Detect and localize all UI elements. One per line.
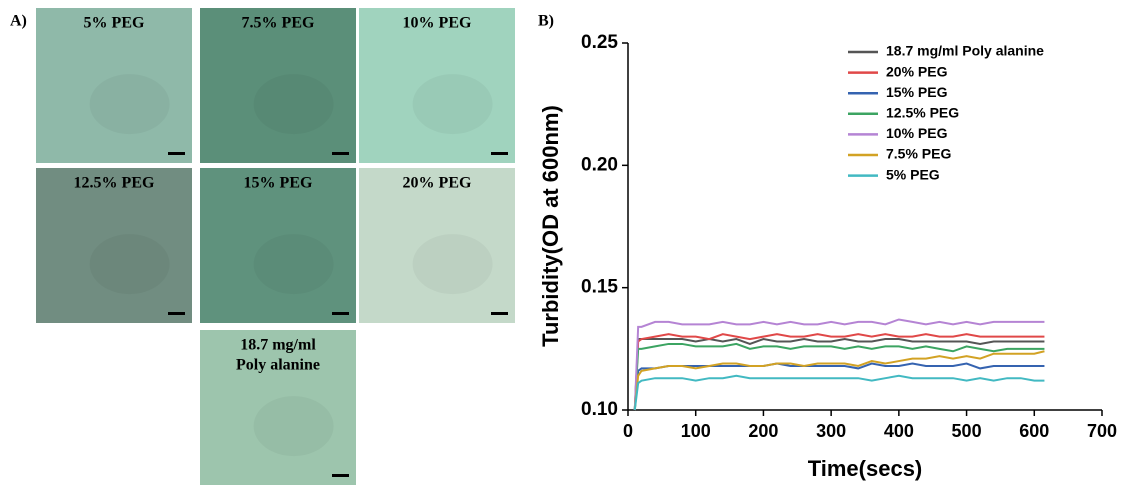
panel-label: B) <box>538 13 554 30</box>
y-tick-label: 0.20 <box>581 154 618 175</box>
legend-label: 10% PEG <box>886 125 948 141</box>
x-tick-label: 0 <box>623 421 633 441</box>
scale-bar <box>332 474 349 477</box>
micrograph <box>359 8 515 163</box>
y-tick-label: 0.25 <box>581 32 618 53</box>
micrograph-label: 15% PEG <box>244 175 313 192</box>
series-line <box>633 318 1045 411</box>
micrograph <box>36 168 192 323</box>
x-tick-label: 700 <box>1087 421 1117 441</box>
legend-label: 12.5% PEG <box>886 105 959 121</box>
micrograph <box>359 168 515 323</box>
series-line <box>633 338 1045 411</box>
legend-label: 5% PEG <box>886 166 940 182</box>
scale-bar <box>332 152 349 155</box>
scale-bar <box>491 312 508 315</box>
legend-label: 18.7 mg/ml Poly alanine <box>886 43 1044 59</box>
series-line <box>633 374 1045 411</box>
x-tick-label: 300 <box>816 421 846 441</box>
micrograph-shade <box>253 396 334 457</box>
x-tick-label: 500 <box>952 421 982 441</box>
legend-label: 7.5% PEG <box>886 146 951 162</box>
micrograph-shade <box>89 234 170 295</box>
micrograph-label: Poly alanine <box>236 357 320 374</box>
micrograph-label: 18.7 mg/ml <box>240 337 316 354</box>
y-tick-label: 0.10 <box>581 399 618 420</box>
micrograph-shade <box>89 74 170 135</box>
micrograph-label: 12.5% PEG <box>74 175 155 192</box>
micrograph-shade <box>253 234 334 295</box>
series-line <box>633 362 1045 411</box>
micrograph-shade <box>253 74 334 135</box>
x-tick-label: 100 <box>681 421 711 441</box>
x-axis-label: Time(secs) <box>808 456 923 481</box>
y-tick-label: 0.15 <box>581 277 618 298</box>
y-axis-label: Turbidity(OD at 600nm) <box>538 105 563 347</box>
micrograph-shade <box>412 74 493 135</box>
scale-bar <box>491 152 508 155</box>
legend-label: 20% PEG <box>886 63 948 79</box>
series-line <box>633 350 1045 411</box>
panel-label: A) <box>10 13 27 30</box>
micrograph <box>200 168 356 323</box>
micrograph-shade <box>412 234 493 295</box>
x-tick-label: 600 <box>1019 421 1049 441</box>
series-line <box>633 333 1045 411</box>
scale-bar <box>332 312 349 315</box>
x-tick-label: 200 <box>748 421 778 441</box>
micrograph-label: 10% PEG <box>403 15 472 32</box>
micrograph-label: 7.5% PEG <box>242 15 315 32</box>
micrograph <box>200 330 356 485</box>
x-tick-label: 400 <box>884 421 914 441</box>
scale-bar <box>168 312 185 315</box>
scale-bar <box>168 152 185 155</box>
micrograph-label: 5% PEG <box>84 15 145 32</box>
micrograph <box>200 8 356 163</box>
series-line <box>633 342 1045 411</box>
micrograph-label: 20% PEG <box>403 175 472 192</box>
micrograph <box>36 8 192 163</box>
legend-label: 15% PEG <box>886 84 948 100</box>
